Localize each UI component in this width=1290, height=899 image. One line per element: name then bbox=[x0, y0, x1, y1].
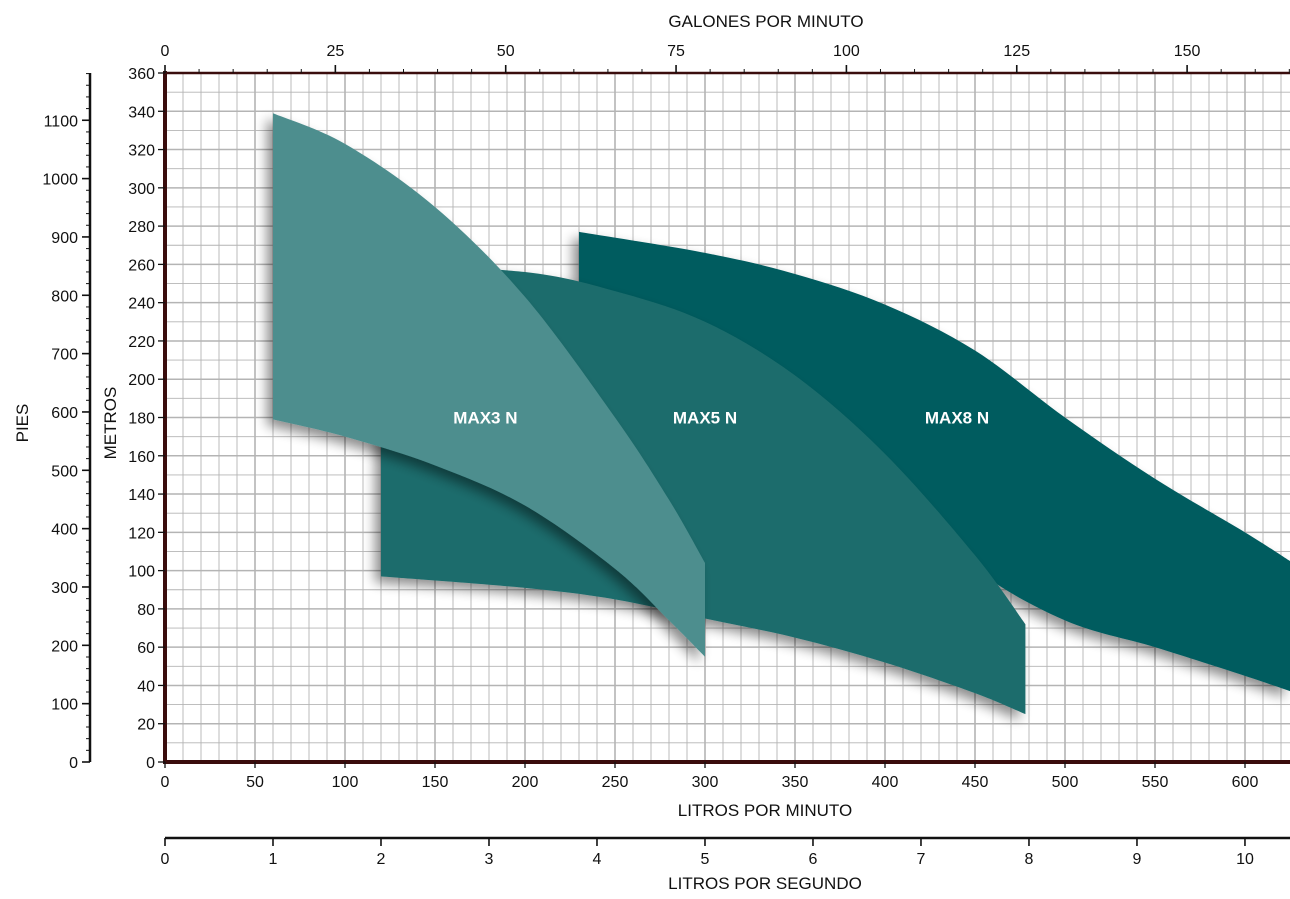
top-axis-title: GALONES POR MINUTO bbox=[668, 12, 863, 31]
y-tick-label: 180 bbox=[128, 411, 155, 428]
y-tick-label: 140 bbox=[128, 487, 155, 504]
x-tick-label: 100 bbox=[332, 774, 359, 791]
y-tick-label: 120 bbox=[128, 525, 155, 542]
top-tick-label: 125 bbox=[1003, 43, 1030, 60]
lps-tick-label: 1 bbox=[269, 851, 278, 868]
feet-tick-label: 0 bbox=[69, 755, 78, 772]
lps-tick-label: 5 bbox=[701, 851, 710, 868]
x-tick-label: 0 bbox=[161, 774, 170, 791]
feet-tick-label: 100 bbox=[51, 697, 78, 714]
feet-tick-label: 500 bbox=[51, 463, 78, 480]
x-tick-label: 50 bbox=[246, 774, 264, 791]
y-tick-label: 80 bbox=[137, 602, 155, 619]
feet-tick-label: 1000 bbox=[42, 172, 78, 189]
feet-tick-label: 700 bbox=[51, 347, 78, 364]
y-tick-label: 360 bbox=[128, 66, 155, 83]
y-tick-label: 0 bbox=[146, 755, 155, 772]
top-tick-label: 75 bbox=[667, 43, 685, 60]
y-tick-label: 220 bbox=[128, 334, 155, 351]
x-tick-label: 350 bbox=[782, 774, 809, 791]
lps-tick-label: 7 bbox=[917, 851, 926, 868]
x-tick-label: 450 bbox=[962, 774, 989, 791]
x-tick-label: 500 bbox=[1052, 774, 1079, 791]
top-tick-label: 25 bbox=[326, 43, 344, 60]
top-tick-label: 0 bbox=[161, 43, 170, 60]
top-tick-label: 150 bbox=[1174, 43, 1201, 60]
band-label-max3-n: MAX3 N bbox=[453, 409, 517, 428]
x-tick-label: 250 bbox=[602, 774, 629, 791]
lps-tick-label: 8 bbox=[1025, 851, 1034, 868]
y-tick-label: 160 bbox=[128, 449, 155, 466]
lps-tick-label: 3 bbox=[485, 851, 494, 868]
band-label-max8-n: MAX8 N bbox=[925, 409, 989, 428]
feet-tick-label: 600 bbox=[51, 405, 78, 422]
feet-tick-label: 1100 bbox=[44, 113, 79, 130]
feet-tick-label: 800 bbox=[51, 288, 78, 305]
lps-tick-label: 0 bbox=[161, 851, 170, 868]
feet-tick-label: 900 bbox=[51, 230, 78, 247]
y-tick-label: 240 bbox=[128, 296, 155, 313]
lps-tick-label: 6 bbox=[809, 851, 818, 868]
y-tick-label: 320 bbox=[128, 143, 155, 160]
y-tick-label: 200 bbox=[128, 372, 155, 389]
x-axis-title: LITROS POR MINUTO bbox=[678, 801, 852, 820]
x-tick-label: 550 bbox=[1142, 774, 1169, 791]
bottom-axis-title: LITROS POR SEGUNDO bbox=[668, 874, 862, 893]
x-tick-label: 200 bbox=[512, 774, 539, 791]
y-tick-label: 280 bbox=[128, 219, 155, 236]
y-tick-label: 20 bbox=[137, 717, 155, 734]
top-tick-label: 50 bbox=[497, 43, 515, 60]
x-tick-label: 300 bbox=[692, 774, 719, 791]
y-tick-label: 40 bbox=[137, 678, 155, 695]
lps-tick-label: 2 bbox=[377, 851, 386, 868]
x-tick-label: 600 bbox=[1232, 774, 1259, 791]
band-label-max5-n: MAX5 N bbox=[673, 409, 737, 428]
feet-tick-label: 200 bbox=[51, 638, 78, 655]
performance-bands: MAX8 N MAX5 N MAX3 N bbox=[273, 113, 1290, 715]
y-axis-title: METROS bbox=[101, 387, 120, 460]
feet-tick-label: 300 bbox=[51, 580, 78, 597]
x-tick-label: 150 bbox=[422, 774, 449, 791]
feet-tick-label: 400 bbox=[51, 522, 78, 539]
lps-tick-label: 9 bbox=[1133, 851, 1142, 868]
top-tick-label: 100 bbox=[833, 43, 860, 60]
left-axis-title: PIES bbox=[13, 404, 32, 443]
x-tick-label: 400 bbox=[872, 774, 899, 791]
axis-ticks: 0 50 100 150 200 250 300 350 400 450 500 550 6000204… bbox=[42, 43, 1290, 868]
lps-tick-label: 10 bbox=[1236, 851, 1254, 868]
y-tick-label: 100 bbox=[128, 564, 155, 581]
y-tick-label: 300 bbox=[128, 181, 155, 198]
y-tick-label: 260 bbox=[128, 257, 155, 274]
band-max3-n bbox=[273, 113, 705, 657]
y-tick-label: 340 bbox=[128, 104, 155, 121]
band-max8-n bbox=[579, 231, 1290, 692]
y-tick-label: 60 bbox=[137, 640, 155, 657]
lps-tick-label: 4 bbox=[593, 851, 602, 868]
